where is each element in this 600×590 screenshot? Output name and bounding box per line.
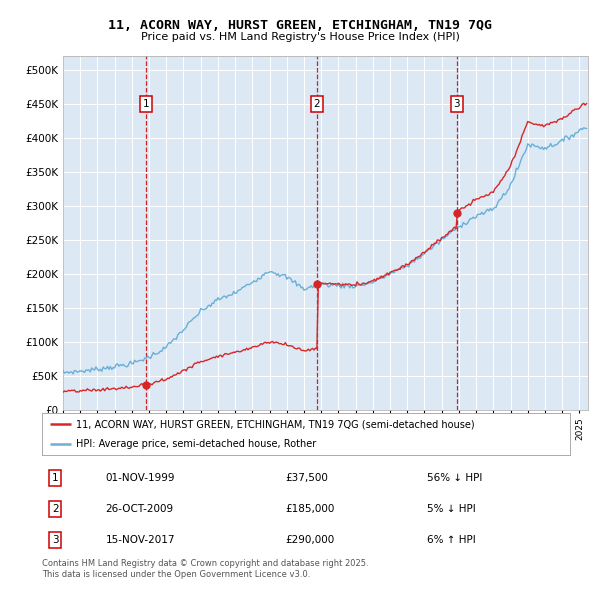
Text: 26-OCT-2009: 26-OCT-2009: [106, 504, 173, 514]
Text: 11, ACORN WAY, HURST GREEN, ETCHINGHAM, TN19 7QG (semi-detached house): 11, ACORN WAY, HURST GREEN, ETCHINGHAM, …: [76, 419, 475, 430]
Text: Contains HM Land Registry data © Crown copyright and database right 2025.
This d: Contains HM Land Registry data © Crown c…: [42, 559, 368, 579]
Text: 1: 1: [52, 473, 59, 483]
Text: 01-NOV-1999: 01-NOV-1999: [106, 473, 175, 483]
Text: 15-NOV-2017: 15-NOV-2017: [106, 535, 175, 545]
Text: 3: 3: [454, 99, 460, 109]
Text: £185,000: £185,000: [285, 504, 334, 514]
Text: £37,500: £37,500: [285, 473, 328, 483]
Text: 2: 2: [52, 504, 59, 514]
Text: 5% ↓ HPI: 5% ↓ HPI: [427, 504, 476, 514]
Text: 3: 3: [52, 535, 59, 545]
Text: £290,000: £290,000: [285, 535, 334, 545]
Text: 1: 1: [143, 99, 149, 109]
Text: 2: 2: [314, 99, 320, 109]
Text: 56% ↓ HPI: 56% ↓ HPI: [427, 473, 483, 483]
Text: HPI: Average price, semi-detached house, Rother: HPI: Average price, semi-detached house,…: [76, 439, 317, 449]
Text: 11, ACORN WAY, HURST GREEN, ETCHINGHAM, TN19 7QG: 11, ACORN WAY, HURST GREEN, ETCHINGHAM, …: [108, 19, 492, 32]
Text: Price paid vs. HM Land Registry's House Price Index (HPI): Price paid vs. HM Land Registry's House …: [140, 32, 460, 42]
Text: 6% ↑ HPI: 6% ↑ HPI: [427, 535, 476, 545]
